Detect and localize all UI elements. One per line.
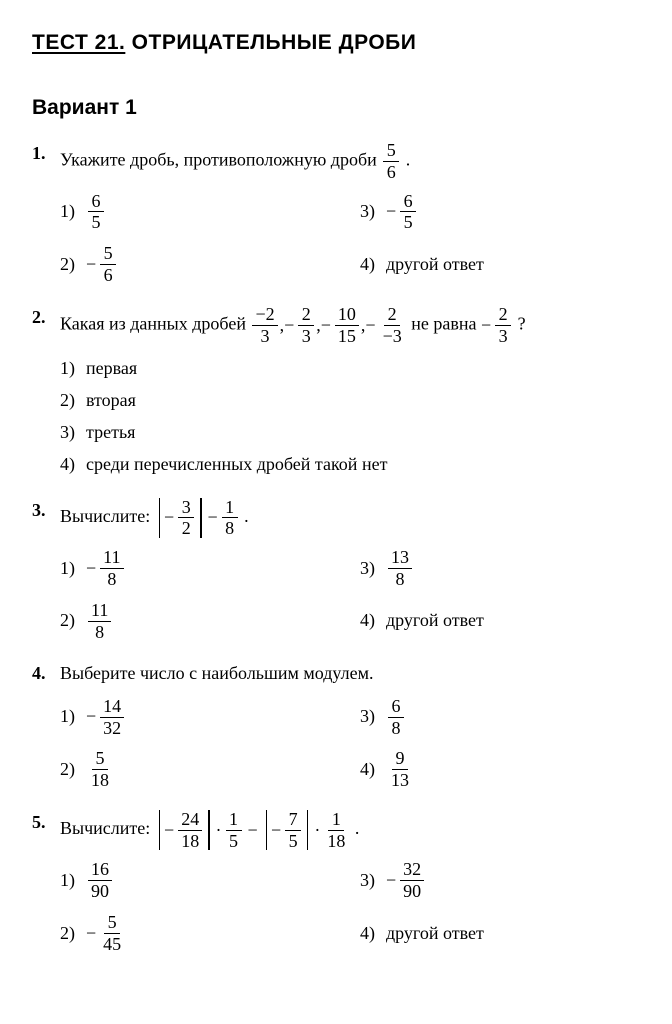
title-rest: ОТРИЦАТЕЛЬНЫЕ ДРОБИ xyxy=(125,31,416,54)
answer-option: 1) 65 xyxy=(60,192,340,233)
answer-number: 4) xyxy=(360,757,386,782)
question-body: Вычислите: −32 − 18 . 1) −118 3) 138 2) … xyxy=(60,498,640,648)
abs-bar xyxy=(200,498,201,538)
answer-number: 3) xyxy=(60,420,86,445)
question-prompt: Какая из данных дробей −23 , −23 , −1015… xyxy=(60,305,640,346)
answer-number: 1) xyxy=(60,199,86,224)
prompt-text: Укажите дробь, противоположную дроби xyxy=(60,149,381,169)
answer-option: 1) первая xyxy=(60,356,640,382)
abs-bar xyxy=(208,810,209,850)
question-prompt: Укажите дробь, противоположную дроби 56 … xyxy=(60,141,640,182)
answer-number: 4) xyxy=(360,252,386,277)
answers: 1) −118 3) 138 2) 118 4) другой ответ xyxy=(60,548,640,648)
answer-number: 1) xyxy=(60,356,86,381)
answer-option: 4) 913 xyxy=(360,749,640,790)
variant-heading: Вариант 1 xyxy=(32,93,640,122)
answer-number: 3) xyxy=(360,199,386,224)
abs-bar xyxy=(159,498,160,538)
prompt-text: . xyxy=(355,818,360,838)
answer-number: 2) xyxy=(60,921,86,946)
prompt-text: Вычислите: xyxy=(60,506,155,526)
answer-number: 3) xyxy=(360,704,386,729)
question-number: 4. xyxy=(32,661,60,796)
answer-number: 3) xyxy=(360,868,386,893)
answer-number: 2) xyxy=(60,757,86,782)
answer-option: 4) другой ответ xyxy=(360,244,640,285)
answer-text: другой ответ xyxy=(386,608,484,633)
question-body: Вычислите: −2418 · 15 − −75 · 118 . 1) 1… xyxy=(60,810,640,960)
question-3: 3. Вычислите: −32 − 18 . 1) −118 3) 138 xyxy=(32,498,640,648)
question-4: 4. Выберите число с наибольшим модулем. … xyxy=(32,661,640,796)
question-5: 5. Вычислите: −2418 · 15 − −75 · 118 . 1… xyxy=(32,810,640,960)
answer-option: 1) −118 xyxy=(60,548,340,589)
answer-text: третья xyxy=(86,420,135,445)
question-1: 1. Укажите дробь, противоположную дроби … xyxy=(32,141,640,291)
question-number: 1. xyxy=(32,141,60,291)
answer-number: 4) xyxy=(360,608,386,633)
question-body: Какая из данных дробей −23 , −23 , −1015… xyxy=(60,305,640,484)
abs-bar xyxy=(159,810,160,850)
answer-number: 2) xyxy=(60,608,86,633)
answer-number: 4) xyxy=(360,921,386,946)
answer-option: 2) 518 xyxy=(60,749,340,790)
answer-text: другой ответ xyxy=(386,921,484,946)
question-prompt: Вычислите: −2418 · 15 − −75 · 118 . xyxy=(60,810,640,850)
abs-bar xyxy=(266,810,267,850)
answer-number: 1) xyxy=(60,868,86,893)
title-prefix: ТЕСТ 21. xyxy=(32,31,125,54)
answers: 1) первая 2) вторая 3) третья 4) среди п… xyxy=(60,356,640,484)
page-title: ТЕСТ 21. ОТРИЦАТЕЛЬНЫЕ ДРОБИ xyxy=(32,28,640,57)
answer-option: 1) −1432 xyxy=(60,697,340,738)
answer-option: 4) другой ответ xyxy=(360,601,640,642)
answer-option: 1) 1690 xyxy=(60,860,340,901)
answer-number: 2) xyxy=(60,388,86,413)
answer-option: 2) −56 xyxy=(60,244,340,285)
answer-number: 1) xyxy=(60,556,86,581)
abs-bar xyxy=(307,810,308,850)
answer-number: 3) xyxy=(360,556,386,581)
answer-option: 4) среди перечисленных дробей такой нет xyxy=(60,452,640,478)
answer-option: 3) третья xyxy=(60,420,640,446)
question-body: Укажите дробь, противоположную дроби 56 … xyxy=(60,141,640,291)
answer-text: другой ответ xyxy=(386,252,484,277)
answer-number: 4) xyxy=(60,452,86,477)
question-number: 2. xyxy=(32,305,60,484)
prompt-text: Какая из данных дробей xyxy=(60,314,250,334)
fraction: 56 xyxy=(381,141,401,182)
answer-option: 3) −3290 xyxy=(360,860,640,901)
answer-option: 3) 138 xyxy=(360,548,640,589)
question-body: Выберите число с наибольшим модулем. 1) … xyxy=(60,661,640,796)
answer-option: 3) −65 xyxy=(360,192,640,233)
answer-number: 1) xyxy=(60,704,86,729)
question-number: 5. xyxy=(32,810,60,960)
question-number: 3. xyxy=(32,498,60,648)
answer-option: 2) 118 xyxy=(60,601,340,642)
answer-option: 2) −545 xyxy=(60,913,340,954)
prompt-text: ? xyxy=(518,314,526,334)
prompt-text: не равна xyxy=(411,314,481,334)
prompt-text: . xyxy=(244,506,249,526)
answers: 1) 1690 3) −3290 2) −545 4) другой ответ xyxy=(60,860,640,960)
answers: 1) −1432 3) 68 2) 518 4) 913 xyxy=(60,697,640,797)
answer-text: вторая xyxy=(86,388,136,413)
answer-option: 4) другой ответ xyxy=(360,913,640,954)
answer-text: среди перечисленных дробей такой нет xyxy=(86,452,387,477)
question-prompt: Вычислите: −32 − 18 . xyxy=(60,498,640,538)
question-prompt: Выберите число с наибольшим модулем. xyxy=(60,661,640,686)
prompt-text: . xyxy=(406,149,411,169)
answer-text: первая xyxy=(86,356,137,381)
answers: 1) 65 3) −65 2) −56 4) другой ответ xyxy=(60,192,640,292)
answer-option: 3) 68 xyxy=(360,697,640,738)
prompt-text: Вычислите: xyxy=(60,818,155,838)
question-2: 2. Какая из данных дробей −23 , −23 , −1… xyxy=(32,305,640,484)
answer-option: 2) вторая xyxy=(60,388,640,414)
answer-number: 2) xyxy=(60,252,86,277)
